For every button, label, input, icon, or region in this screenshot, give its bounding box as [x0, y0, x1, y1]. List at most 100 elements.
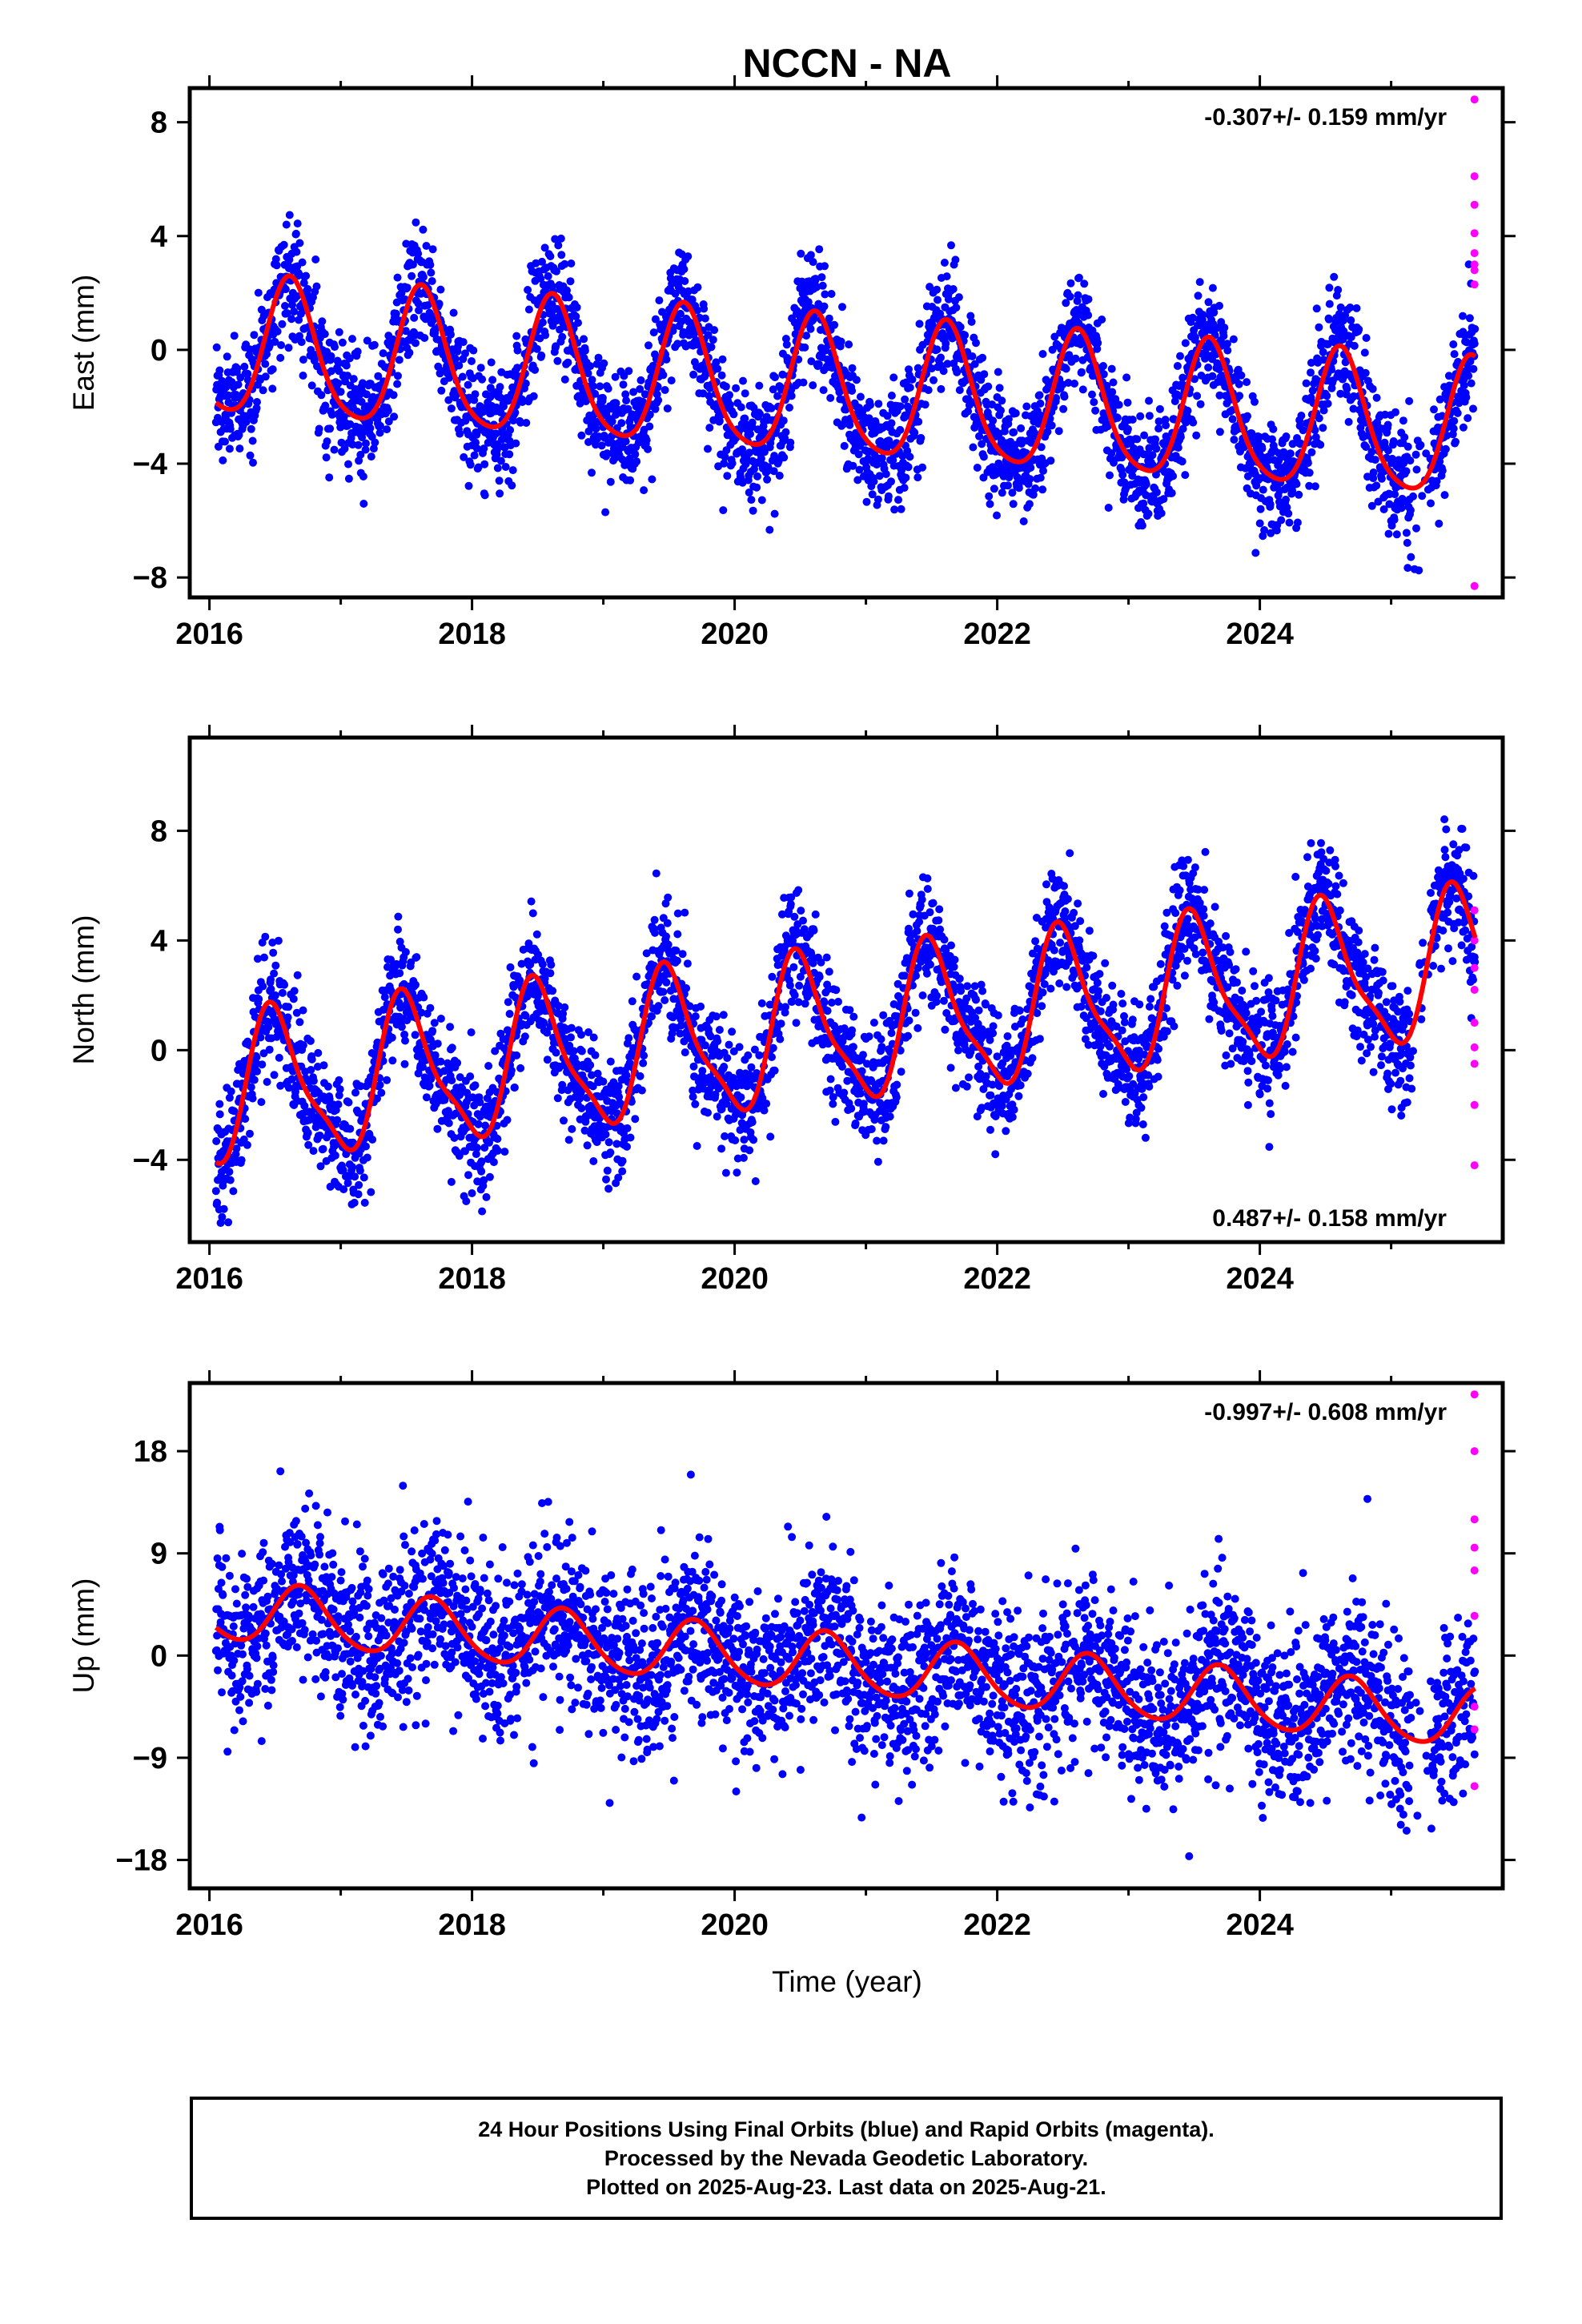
data-point-final: [572, 303, 581, 312]
data-point-final: [458, 372, 467, 381]
data-point-final: [1259, 485, 1267, 494]
data-point-final: [1412, 524, 1420, 533]
data-point-final: [506, 426, 515, 434]
data-point-final: [379, 349, 387, 358]
data-point-final: [969, 443, 978, 452]
data-point-final: [1343, 384, 1351, 393]
data-point-final: [1084, 311, 1093, 320]
data-point-final: [342, 361, 351, 370]
data-point-final: [325, 473, 334, 482]
data-point-final: [408, 260, 417, 269]
data-point-final: [650, 915, 659, 924]
data-point-final: [961, 331, 970, 340]
data-point-final: [258, 1060, 267, 1069]
data-point-final: [753, 483, 761, 492]
data-point-final: [778, 370, 787, 379]
data-point-final: [284, 1003, 293, 1011]
data-point-final: [298, 258, 307, 267]
data-point-final: [745, 448, 754, 457]
data-point-final: [631, 450, 640, 459]
data-point-final: [769, 385, 777, 394]
data-point-final: [1145, 412, 1154, 420]
data-point-final: [414, 249, 423, 258]
data-point-final: [560, 259, 569, 268]
data-point-final: [904, 463, 913, 472]
data-point-final: [506, 963, 515, 971]
data-point-rapid: [1470, 249, 1479, 258]
data-point-final: [568, 1124, 576, 1133]
data-point-final: [917, 433, 926, 442]
data-point-final: [1038, 350, 1047, 358]
data-point-final: [292, 247, 301, 256]
data-point-final: [717, 371, 726, 380]
data-point-final: [601, 508, 610, 517]
data-point-final: [302, 271, 311, 280]
data-point-final: [309, 1147, 318, 1156]
data-point-final: [1464, 414, 1472, 423]
data-point-final: [1361, 368, 1370, 377]
data-point-final: [1266, 500, 1275, 509]
data-point-final: [496, 393, 504, 402]
data-point-final: [246, 1129, 254, 1138]
data-point-final: [1176, 432, 1185, 441]
data-point-final: [1022, 402, 1031, 411]
data-point-final: [1305, 468, 1314, 477]
data-point-final: [247, 424, 255, 433]
data-point-rapid: [1470, 95, 1479, 104]
data-point-final: [1403, 442, 1412, 451]
data-point-final: [273, 327, 282, 336]
data-point-final: [638, 397, 647, 406]
data-point-final: [1284, 509, 1293, 518]
data-point-final: [918, 463, 927, 472]
data-point-final: [1109, 378, 1118, 387]
data-point-final: [279, 240, 288, 249]
data-point-final: [377, 1088, 386, 1097]
data-point-final: [989, 416, 998, 425]
data-point-final: [1154, 424, 1163, 433]
data-point-final: [655, 296, 664, 305]
data-point-final: [1062, 364, 1070, 373]
data-point-final: [606, 477, 615, 486]
data-point-final: [621, 390, 630, 399]
data-point-final: [645, 410, 654, 419]
data-point-final: [230, 332, 239, 340]
data-point-final: [1071, 354, 1080, 363]
data-point-final: [688, 296, 697, 304]
data-point-final: [780, 453, 789, 462]
data-point-final: [253, 1067, 261, 1076]
data-point-final: [1453, 408, 1462, 417]
data-point-final: [645, 422, 654, 431]
x-tick-label: 2018: [438, 617, 506, 651]
data-point-final: [596, 382, 604, 391]
data-point-final: [937, 353, 945, 362]
data-point-final: [272, 261, 281, 270]
data-point-final: [697, 1002, 705, 1011]
data-point-final: [321, 401, 330, 410]
data-point-final: [472, 1144, 481, 1152]
data-point-final: [720, 1063, 729, 1071]
data-point-final: [268, 384, 277, 393]
data-point-final: [704, 444, 712, 453]
data-point-final: [411, 1031, 420, 1039]
data-point-final: [636, 384, 644, 393]
data-point-final: [1399, 416, 1407, 425]
data-point-final: [537, 351, 546, 360]
data-point-final: [673, 340, 682, 348]
data-point-final: [1369, 468, 1378, 476]
data-point-final: [619, 380, 628, 389]
data-point-final: [1355, 325, 1363, 334]
data-point-final: [617, 419, 626, 428]
data-point-final: [383, 1076, 391, 1084]
data-point-final: [248, 436, 257, 445]
data-point-final: [606, 1057, 615, 1066]
data-point-final: [1277, 516, 1286, 525]
data-point-final: [215, 1110, 224, 1119]
data-point-final: [297, 338, 306, 347]
y-tick-label: 8: [151, 107, 167, 140]
data-point-final: [618, 1156, 627, 1165]
data-point-final: [405, 348, 414, 357]
data-point-final: [290, 987, 299, 995]
data-point-final: [393, 380, 402, 388]
data-point-final: [741, 389, 749, 398]
data-point-final: [1441, 444, 1450, 453]
